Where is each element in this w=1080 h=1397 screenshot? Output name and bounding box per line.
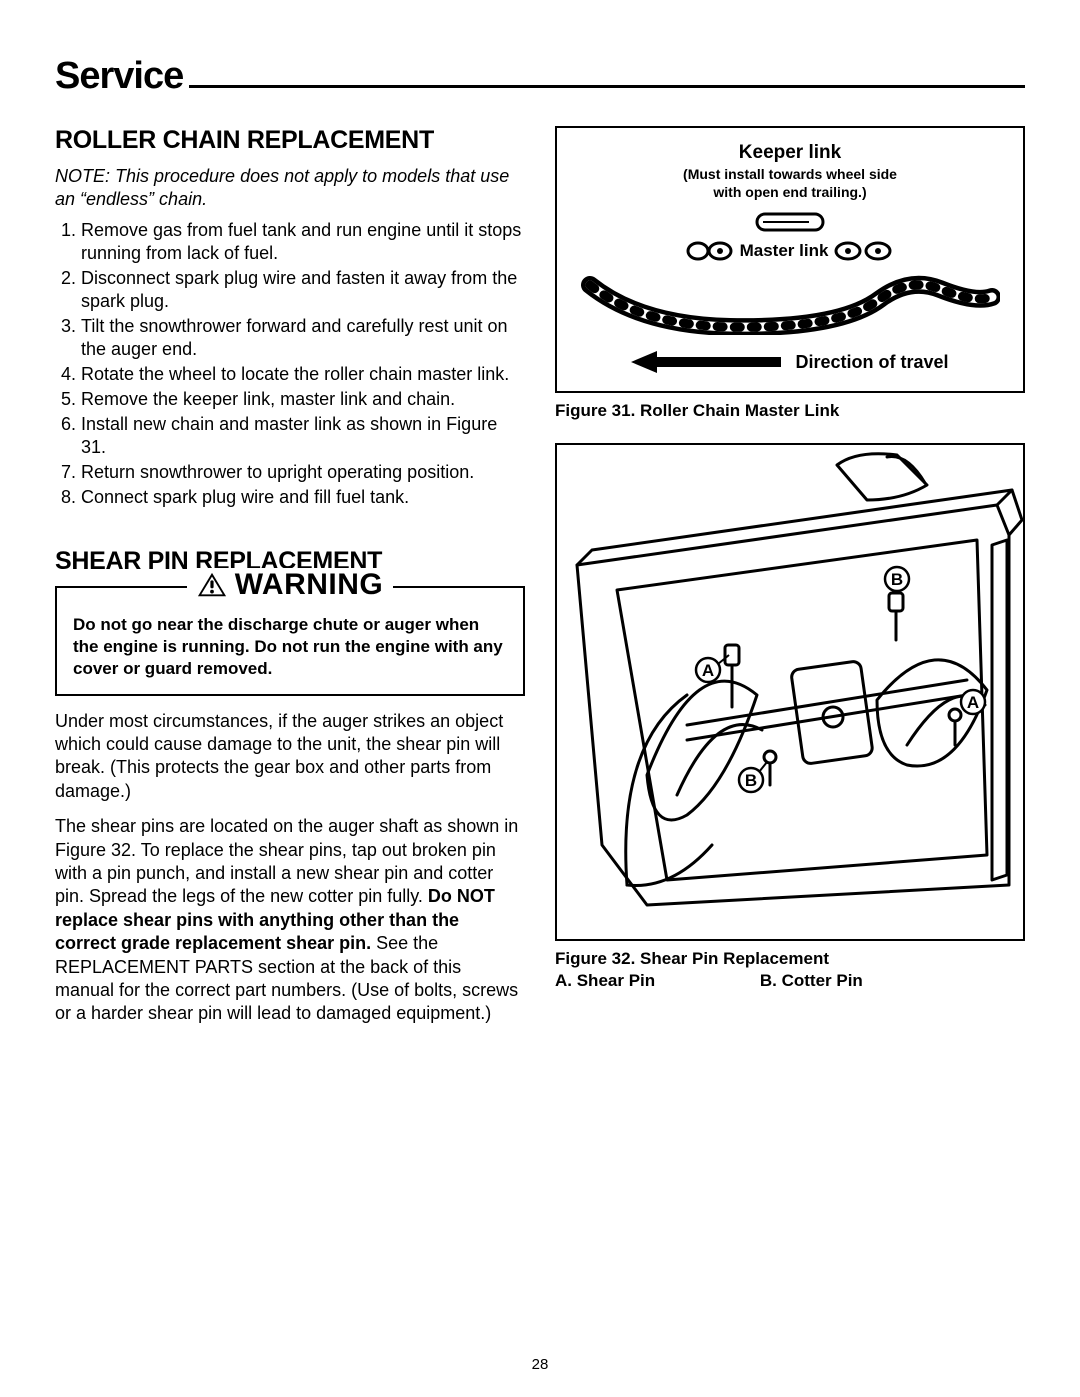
keeper-link-sub: (Must install towards wheel side with op… [571, 166, 1009, 201]
direction-label: Direction of travel [795, 352, 948, 373]
direction-row: Direction of travel [571, 351, 1009, 373]
keeper-link-icon [755, 211, 825, 233]
direction-arrow-icon [631, 351, 781, 373]
callout-a: A [967, 693, 979, 712]
master-link-right-icon [834, 241, 894, 261]
figure-32-box: A B A B [555, 443, 1025, 941]
figure-31-caption: Figure 31. Roller Chain Master Link [555, 401, 1025, 421]
figure-31-box: Keeper link (Must install towards wheel … [555, 126, 1025, 393]
master-link-row: Master link [571, 241, 1009, 261]
shear-paragraph-2: The shear pins are located on the auger … [55, 815, 525, 1026]
page-header-rule [189, 85, 1025, 88]
step: Remove the keeper link, master link and … [81, 388, 525, 411]
callout-b: B [891, 570, 903, 589]
warning-body: Do not go near the discharge chute or au… [73, 600, 507, 679]
keeper-link-label: Keeper link [571, 142, 1009, 164]
legend-a: A. Shear Pin [555, 971, 655, 990]
left-column: ROLLER CHAIN REPLACEMENT NOTE: This proc… [55, 126, 525, 1038]
master-link-left-icon [686, 241, 734, 261]
roller-chain-icon [580, 265, 1000, 335]
warning-title: WARNING [235, 568, 384, 602]
warning-header: WARNING [187, 568, 394, 602]
callout-a: A [702, 661, 714, 680]
step: Tilt the snowthrower forward and careful… [81, 315, 525, 361]
page-header: Service [55, 55, 1025, 98]
step: Rotate the wheel to locate the roller ch… [81, 363, 525, 386]
warning-box: WARNING Do not go near the discharge chu… [55, 586, 525, 695]
page-header-title: Service [55, 55, 189, 98]
two-column-layout: ROLLER CHAIN REPLACEMENT NOTE: This proc… [55, 126, 1025, 1038]
figure-32-caption: Figure 32. Shear Pin Replacement [555, 949, 1025, 969]
figure-32-legend: A. Shear Pin B. Cotter Pin [555, 971, 1025, 991]
callout-b: B [745, 771, 757, 790]
legend-b: B. Cotter Pin [760, 971, 863, 991]
shear-pin-diagram: A B A B [557, 445, 1023, 939]
step: Remove gas from fuel tank and run engine… [81, 219, 525, 265]
roller-chain-steps: Remove gas from fuel tank and run engine… [55, 219, 525, 509]
master-link-label: Master link [740, 241, 829, 261]
page-number: 28 [0, 1356, 1080, 1373]
step: Return snowthrower to upright operating … [81, 461, 525, 484]
step: Install new chain and master link as sho… [81, 413, 525, 459]
step: Disconnect spark plug wire and fasten it… [81, 267, 525, 313]
shear-paragraph-1: Under most circumstances, if the auger s… [55, 710, 525, 804]
step: Connect spark plug wire and fill fuel ta… [81, 486, 525, 509]
warning-triangle-icon [197, 571, 227, 599]
roller-chain-note: NOTE: This procedure does not apply to m… [55, 165, 525, 211]
right-column: Keeper link (Must install towards wheel … [555, 126, 1025, 1038]
roller-chain-heading: ROLLER CHAIN REPLACEMENT [55, 126, 525, 155]
